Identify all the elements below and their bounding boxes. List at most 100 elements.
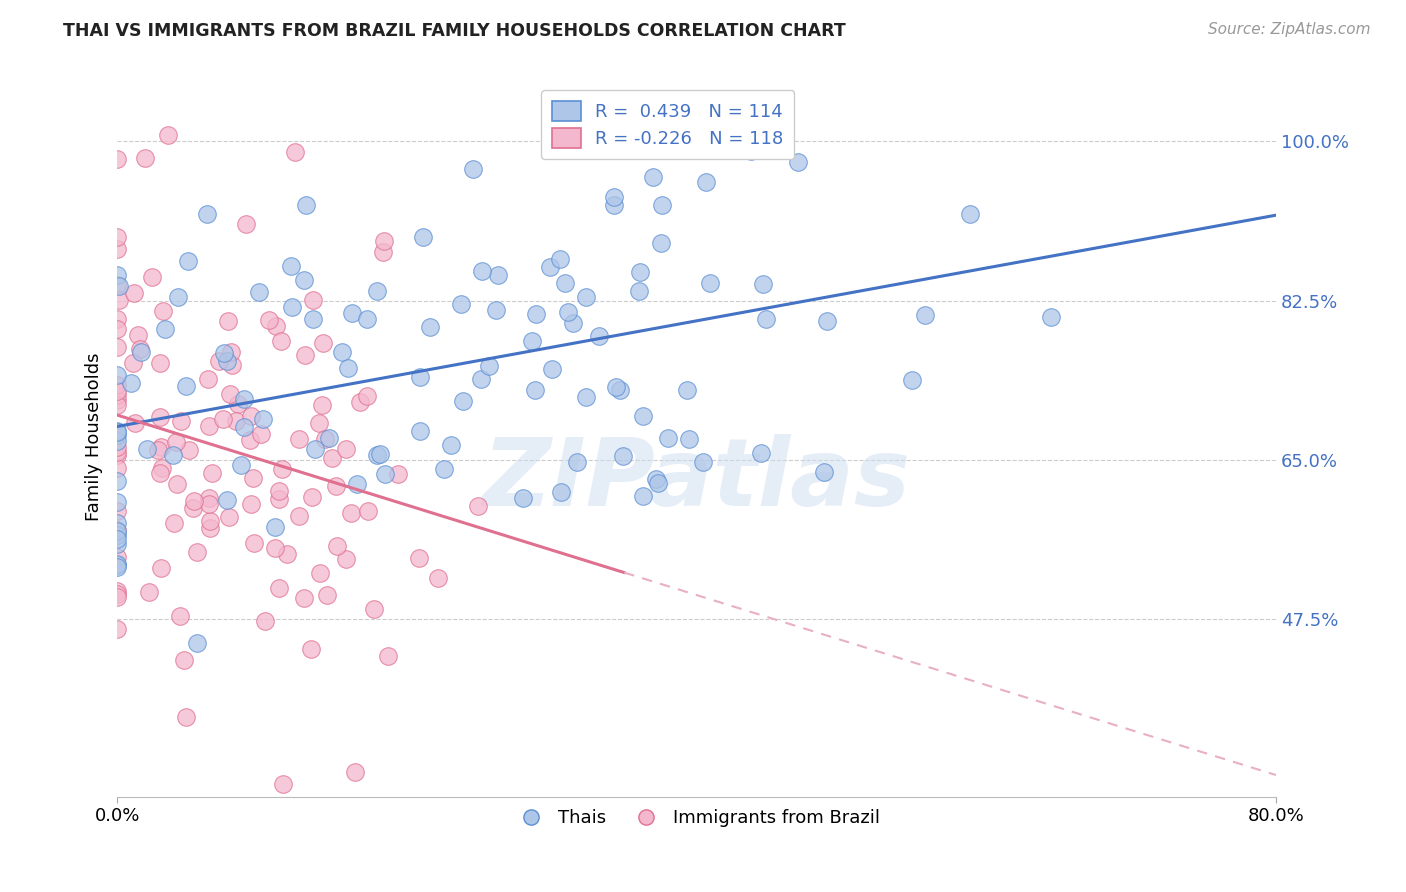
Point [302,312,325,326]
Point [186,545,208,559]
Point [197,372,219,386]
Point [271,776,294,790]
Point [366,284,388,298]
Point [231,458,253,473]
Point [242,471,264,485]
Point [267,484,290,499]
Point [408,550,430,565]
Point [486,268,509,282]
Point [105,388,128,402]
Point [105,434,128,449]
Point [371,244,394,259]
Point [264,519,287,533]
Point [174,710,197,724]
Point [520,334,543,348]
Point [108,278,131,293]
Point [675,383,697,397]
Point [120,376,142,390]
Point [292,273,315,287]
Point [270,334,292,348]
Point [105,622,128,636]
Point [155,322,177,336]
Point [254,615,277,629]
Point [219,387,242,401]
Point [173,653,195,667]
Point [374,467,396,481]
Point [325,479,347,493]
Point [281,300,304,314]
Point [105,440,128,454]
Point [105,243,128,257]
Point [152,303,174,318]
Point [432,462,454,476]
Point [280,259,302,273]
Point [284,145,307,160]
Point [141,270,163,285]
Point [412,230,434,244]
Point [267,581,290,595]
Point [440,438,463,452]
Point [299,641,322,656]
Point [150,561,173,575]
Point [105,398,128,412]
Point [122,285,145,300]
Point [149,466,172,480]
Point [749,445,772,459]
Point [105,516,128,531]
Point [149,356,172,370]
Point [105,528,128,542]
Point [650,236,672,251]
Point [105,474,128,488]
Point [901,373,924,387]
Point [357,504,380,518]
Point [105,558,128,572]
Point [257,313,280,327]
Point [162,448,184,462]
Point [461,161,484,176]
Point [170,414,193,428]
Point [295,198,318,212]
Text: THAI VS IMMIGRANTS FROM BRAZIL FAMILY HOUSEHOLDS CORRELATION CHART: THAI VS IMMIGRANTS FROM BRAZIL FAMILY HO… [63,22,846,40]
Point [105,523,128,537]
Point [108,293,131,308]
Point [569,116,592,130]
Point [377,648,399,663]
Point [304,442,326,456]
Point [169,609,191,624]
Point [269,492,291,507]
Point [631,409,654,423]
Point [105,460,128,475]
Point [212,346,235,360]
Point [174,378,197,392]
Point [641,170,664,185]
Point [105,445,128,459]
Point [239,434,262,448]
Point [105,424,128,438]
Point [150,460,173,475]
Point [813,465,835,479]
Point [105,584,128,599]
Point [177,254,200,268]
Point [249,427,271,442]
Point [450,297,472,311]
Point [575,290,598,304]
Point [242,535,264,549]
Point [287,509,309,524]
Y-axis label: Family Households: Family Households [86,353,103,521]
Point [292,591,315,605]
Point [467,499,489,513]
Point [201,466,224,480]
Point [105,428,128,442]
Point [575,390,598,404]
Point [754,312,776,326]
Point [387,467,409,482]
Point [183,494,205,508]
Point [247,285,270,300]
Point [105,153,128,167]
Point [451,394,474,409]
Point [314,432,336,446]
Point [105,321,128,335]
Point [557,304,579,318]
Point [302,293,325,307]
Point [217,354,239,368]
